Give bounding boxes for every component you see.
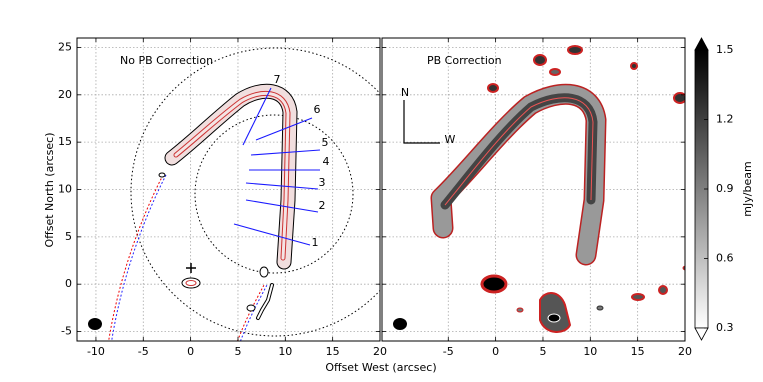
panel-title: PB Correction (427, 54, 502, 67)
jet-image (430, 83, 607, 266)
y-tick-label: 10 (58, 183, 72, 196)
cut-label: 1 (312, 236, 319, 249)
x-tick-label: 20 (678, 345, 692, 358)
blob (549, 68, 561, 76)
y-tick-label: 5 (65, 230, 72, 243)
beam (88, 318, 102, 330)
x-tick-label: 15 (631, 345, 645, 358)
cut-line (245, 182, 319, 190)
compass-label: N (401, 86, 409, 99)
blob (596, 305, 604, 311)
x-tick-label: -5 (138, 345, 149, 358)
trajectory-blue (239, 284, 268, 341)
right-image (393, 45, 685, 333)
left-image (88, 47, 380, 341)
blob (673, 92, 685, 104)
x-tick-label: 15 (326, 345, 340, 358)
cut-label: 5 (322, 136, 329, 149)
blob (539, 292, 572, 333)
trajectory-blue (111, 174, 167, 341)
cut-line (233, 223, 311, 246)
x-axis-label: Offset West (arcsec) (325, 361, 436, 374)
trajectory-red (108, 174, 164, 341)
colorbar-extend (694, 327, 709, 341)
y-axis-label: Offset North (arcsec) (43, 132, 56, 247)
colorbar-extend (694, 37, 709, 51)
beam (393, 318, 407, 330)
blob (631, 293, 645, 301)
blob (630, 62, 638, 70)
cut-label: 7 (274, 73, 281, 86)
blob (567, 45, 583, 55)
x-tick-label: 5 (234, 345, 241, 358)
cut-line (245, 199, 319, 213)
blob (533, 54, 547, 66)
y-tick-label: -5 (61, 325, 72, 338)
primary-beam-circle (130, 47, 380, 337)
colorbar-tick-label: 1.2 (716, 113, 734, 126)
cut-label: 4 (323, 155, 330, 168)
cut-line (250, 149, 321, 156)
colorbar-label: mJy/beam (741, 161, 754, 216)
blob (480, 274, 508, 294)
blob (547, 313, 561, 323)
x-tick-label: 0 (492, 345, 499, 358)
cut-line (242, 87, 272, 146)
cut-label: 2 (319, 199, 326, 212)
cut-label: 6 (314, 103, 321, 116)
x-tick-label: -10 (87, 345, 105, 358)
x-tick-label: -5 (443, 345, 454, 358)
blob (658, 285, 668, 295)
x-tick-label: 10 (583, 345, 597, 358)
jet-contours (158, 83, 298, 320)
x-tick-label: 0 (187, 345, 194, 358)
x-tick-label: 10 (278, 345, 292, 358)
x-tick-label: 20 (373, 345, 387, 358)
colorbar-tick-label: 0.3 (716, 321, 734, 334)
blob (487, 83, 499, 93)
colorbar-tick-label: 0.9 (716, 182, 734, 195)
blob (516, 307, 524, 313)
y-tick-label: 0 (65, 277, 72, 290)
y-tick-label: 15 (58, 135, 72, 148)
cut-label: 3 (319, 176, 326, 189)
cut-line (255, 117, 313, 141)
compass-label: W (445, 133, 456, 146)
colorbar-tick-label: 0.6 (716, 252, 734, 265)
panel-title: No PB Correction (120, 54, 213, 67)
y-tick-label: 25 (58, 40, 72, 53)
colorbar-tick-label: 1.5 (716, 43, 734, 56)
y-tick-label: 20 (58, 88, 72, 101)
blob (682, 265, 685, 271)
core-marker (186, 263, 196, 273)
compass (403, 100, 440, 144)
half-power-circle (194, 114, 354, 274)
x-tick-label: 5 (539, 345, 546, 358)
